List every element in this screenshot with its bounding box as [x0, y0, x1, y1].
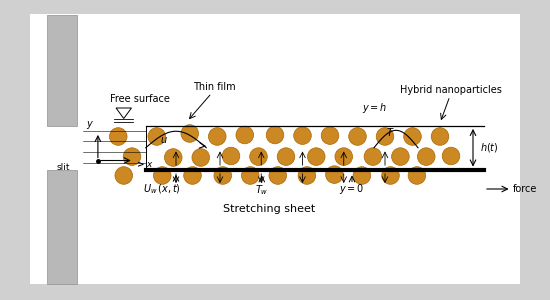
Ellipse shape [148, 128, 166, 145]
Text: slit: slit [57, 164, 70, 172]
Text: $U_w\,(x,t)$: $U_w\,(x,t)$ [144, 182, 181, 196]
Ellipse shape [153, 167, 171, 184]
Ellipse shape [349, 128, 366, 145]
Ellipse shape [214, 167, 232, 184]
Text: $y = h$: $y = h$ [362, 101, 387, 115]
Text: Hybrid nanoparticles: Hybrid nanoparticles [400, 85, 502, 95]
Ellipse shape [109, 128, 127, 145]
Ellipse shape [353, 167, 371, 184]
Text: $y = 0$: $y = 0$ [339, 182, 365, 196]
Ellipse shape [321, 127, 339, 144]
Bar [47, 169, 77, 284]
Ellipse shape [250, 148, 267, 165]
Ellipse shape [376, 128, 394, 145]
Bar [30, 14, 520, 284]
Ellipse shape [392, 148, 409, 165]
Ellipse shape [181, 125, 199, 142]
Ellipse shape [123, 148, 141, 165]
Ellipse shape [164, 149, 182, 166]
Text: Stretching sheet: Stretching sheet [223, 203, 316, 214]
Ellipse shape [431, 128, 449, 145]
Text: $\mathbf{>}x$: $\mathbf{>}x$ [135, 159, 154, 169]
Text: $T_w$: $T_w$ [255, 183, 268, 197]
Ellipse shape [307, 148, 325, 165]
Ellipse shape [382, 167, 399, 184]
Ellipse shape [192, 149, 210, 166]
Ellipse shape [184, 167, 201, 184]
Ellipse shape [442, 147, 460, 165]
Ellipse shape [417, 148, 435, 165]
Ellipse shape [364, 148, 382, 165]
Ellipse shape [294, 127, 311, 144]
Ellipse shape [115, 167, 133, 184]
Ellipse shape [404, 128, 421, 145]
Ellipse shape [236, 126, 254, 144]
Text: $h(t)$: $h(t)$ [480, 141, 498, 154]
Text: $T$: $T$ [386, 126, 395, 138]
Text: force: force [513, 184, 537, 194]
Ellipse shape [269, 167, 287, 184]
Bar [47, 15, 77, 126]
Ellipse shape [326, 166, 343, 183]
Ellipse shape [408, 167, 426, 184]
Ellipse shape [222, 147, 240, 165]
Text: $u$: $u$ [160, 135, 168, 145]
Text: Thin film: Thin film [193, 82, 236, 92]
Polygon shape [116, 108, 131, 119]
Ellipse shape [266, 126, 284, 144]
Ellipse shape [298, 167, 316, 184]
Ellipse shape [208, 128, 226, 145]
Ellipse shape [277, 148, 295, 165]
Text: Free surface: Free surface [111, 94, 170, 104]
Ellipse shape [241, 167, 259, 184]
Ellipse shape [335, 148, 353, 165]
Text: $y$: $y$ [86, 118, 94, 130]
